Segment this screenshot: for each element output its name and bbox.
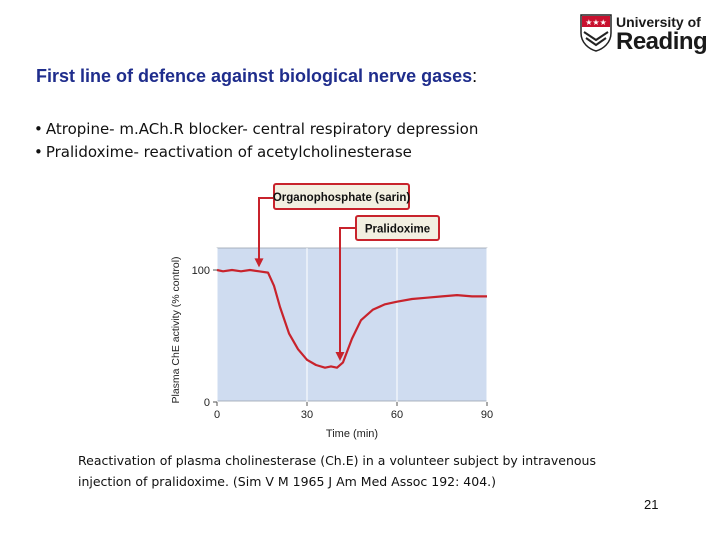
series-line	[216, 268, 487, 369]
bullet-text: Pralidoxime- reactivation of acetylcholi…	[45, 143, 412, 161]
bullet-text: Atropine- m.ACh.R blocker- central respi…	[45, 120, 479, 138]
pralidoxime-label-box	[355, 215, 440, 241]
slide-title: First line of defence against biological…	[36, 66, 477, 87]
sarin-label: Organophosphate (sarin)	[273, 192, 411, 204]
caption-line: injection of pralidoxime. (Sim V M 1965 …	[78, 474, 496, 489]
logo-line-1: University of	[616, 14, 701, 30]
x-axis-label: Time (min)	[326, 428, 378, 440]
grid-lines	[216, 248, 488, 402]
bullet-item: • Atropine- m.ACh.R blocker- central resp…	[34, 118, 478, 141]
bullet-item: • Pralidoxime- reactivation of acetylchol…	[34, 141, 478, 164]
x-tick-label: 0	[214, 409, 220, 421]
pralidoxime-arrow	[339, 227, 356, 354]
x-tick-label: 60	[391, 409, 403, 421]
bullet-dot-icon: •	[34, 120, 43, 138]
x-tick-label: 90	[481, 409, 493, 421]
caption-line: Reactivation of plasma cholinesterase (C…	[78, 453, 596, 468]
y-axis-label: Plasma ChE activity (% control)	[170, 256, 182, 403]
bullet-list: • Atropine- m.ACh.R blocker- central resp…	[34, 118, 478, 164]
slide-title-colon: :	[472, 66, 478, 86]
sarin-label-box	[273, 183, 410, 210]
y-axis-ticks: 0 100	[192, 265, 217, 409]
pralidoxime-arrowhead-icon	[335, 352, 345, 362]
university-logo: ★★★ University of Reading	[580, 12, 708, 56]
slide-title-text: First line of defence against biological…	[36, 66, 473, 86]
crest-icon: ★★★	[580, 14, 612, 52]
sarin-arrowhead-icon	[254, 258, 264, 268]
x-axis-ticks: 0 30 60 90	[214, 402, 493, 421]
figure-caption: Reactivation of plasma cholinesterase (C…	[78, 450, 638, 492]
logo-line-2: Reading	[616, 28, 708, 55]
y-tick-label: 100	[192, 265, 210, 277]
bullet-dot-icon: •	[34, 143, 43, 161]
y-tick-label: 0	[204, 397, 210, 409]
sarin-arrow	[258, 197, 274, 260]
cholinesterase-chart: 0 30 60 90 0 100 Time (min) Plasma ChE activ…	[170, 183, 493, 440]
pralidoxime-label: Pralidoxime	[365, 224, 430, 236]
page-number: 21	[644, 497, 659, 512]
x-tick-label: 30	[301, 409, 313, 421]
svg-text:★★★: ★★★	[585, 18, 607, 27]
